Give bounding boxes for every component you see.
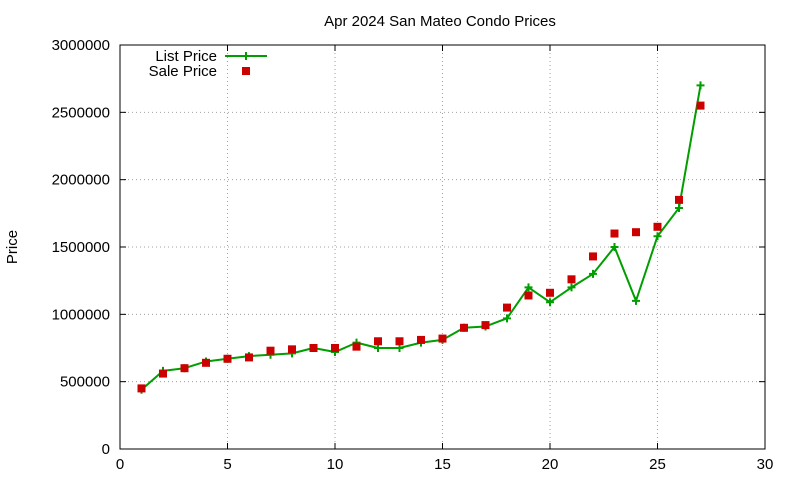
list-price-series <box>137 81 705 394</box>
y-tick-label: 1500000 <box>52 239 110 256</box>
list-price-point <box>632 296 640 305</box>
list-price-point <box>374 344 382 352</box>
sale-price-point <box>417 335 425 344</box>
sale-price-point <box>610 229 619 238</box>
sale-price-point <box>632 228 640 237</box>
sale-price-point <box>331 344 339 352</box>
sale-price-point <box>438 334 447 343</box>
sale-price-point <box>524 291 533 300</box>
y-tick-label: 2500000 <box>52 104 110 121</box>
list-price-point <box>696 81 705 90</box>
sale-price-point <box>460 323 468 332</box>
sale-price-point <box>567 275 576 284</box>
list-price-point <box>546 298 554 307</box>
list-price-point <box>567 283 576 292</box>
sale-price-point <box>481 321 490 330</box>
sale-price-series <box>137 101 705 393</box>
sale-price-point <box>223 354 232 363</box>
sale-price-point <box>202 358 210 367</box>
y-tick-label: 2000000 <box>52 172 110 189</box>
list-price-point <box>610 243 619 251</box>
x-tick-label: 30 <box>757 456 774 473</box>
y-tick-label: 0 <box>102 441 110 458</box>
legend-label-sale-price: Sale Price <box>149 63 217 80</box>
axis-ticks: 0 5 10 15 20 25 30 0 500000 1000000 1500000 2000000… <box>52 37 774 473</box>
chart-title: Apr 2024 San Mateo Condo Prices <box>324 13 556 30</box>
sale-price-point <box>696 101 705 110</box>
list-price-point <box>524 283 533 292</box>
sale-price-point <box>352 342 361 351</box>
x-tick-label: 5 <box>223 456 231 473</box>
y-tick-label: 3000000 <box>52 37 110 54</box>
sale-price-point <box>546 288 554 297</box>
series-layer <box>137 81 705 394</box>
sale-price-point <box>395 337 404 346</box>
sale-price-point <box>653 222 662 231</box>
sale-price-point <box>503 303 511 312</box>
sale-price-point <box>180 364 189 373</box>
sale-price-point <box>266 346 275 355</box>
x-tick-label: 0 <box>116 456 124 473</box>
y-tick-label: 500000 <box>60 374 110 391</box>
list-price-point <box>503 314 511 323</box>
list-price-point <box>589 269 597 278</box>
x-tick-label: 10 <box>327 456 344 473</box>
legend-marker-sale-price <box>242 67 250 75</box>
x-tick-label: 20 <box>542 456 559 473</box>
x-tick-label: 25 <box>649 456 666 473</box>
x-tick-label: 15 <box>434 456 451 473</box>
legend-label-list-price: List Price <box>155 48 217 65</box>
legend-marker-list-price <box>242 52 250 60</box>
sale-price-point <box>159 369 167 378</box>
list-price-point <box>675 203 683 212</box>
sale-price-point <box>288 345 296 354</box>
sale-price-point <box>137 384 146 393</box>
sale-price-point <box>245 353 253 362</box>
sale-price-point <box>374 337 382 346</box>
y-axis-label: Price <box>4 230 21 264</box>
y-tick-label: 1000000 <box>52 306 110 323</box>
sale-price-point <box>309 344 318 352</box>
sale-price-point <box>589 252 597 261</box>
list-price-point <box>395 344 404 352</box>
sale-price-point <box>675 195 683 204</box>
grid <box>120 45 765 449</box>
list-price-point <box>653 232 662 241</box>
